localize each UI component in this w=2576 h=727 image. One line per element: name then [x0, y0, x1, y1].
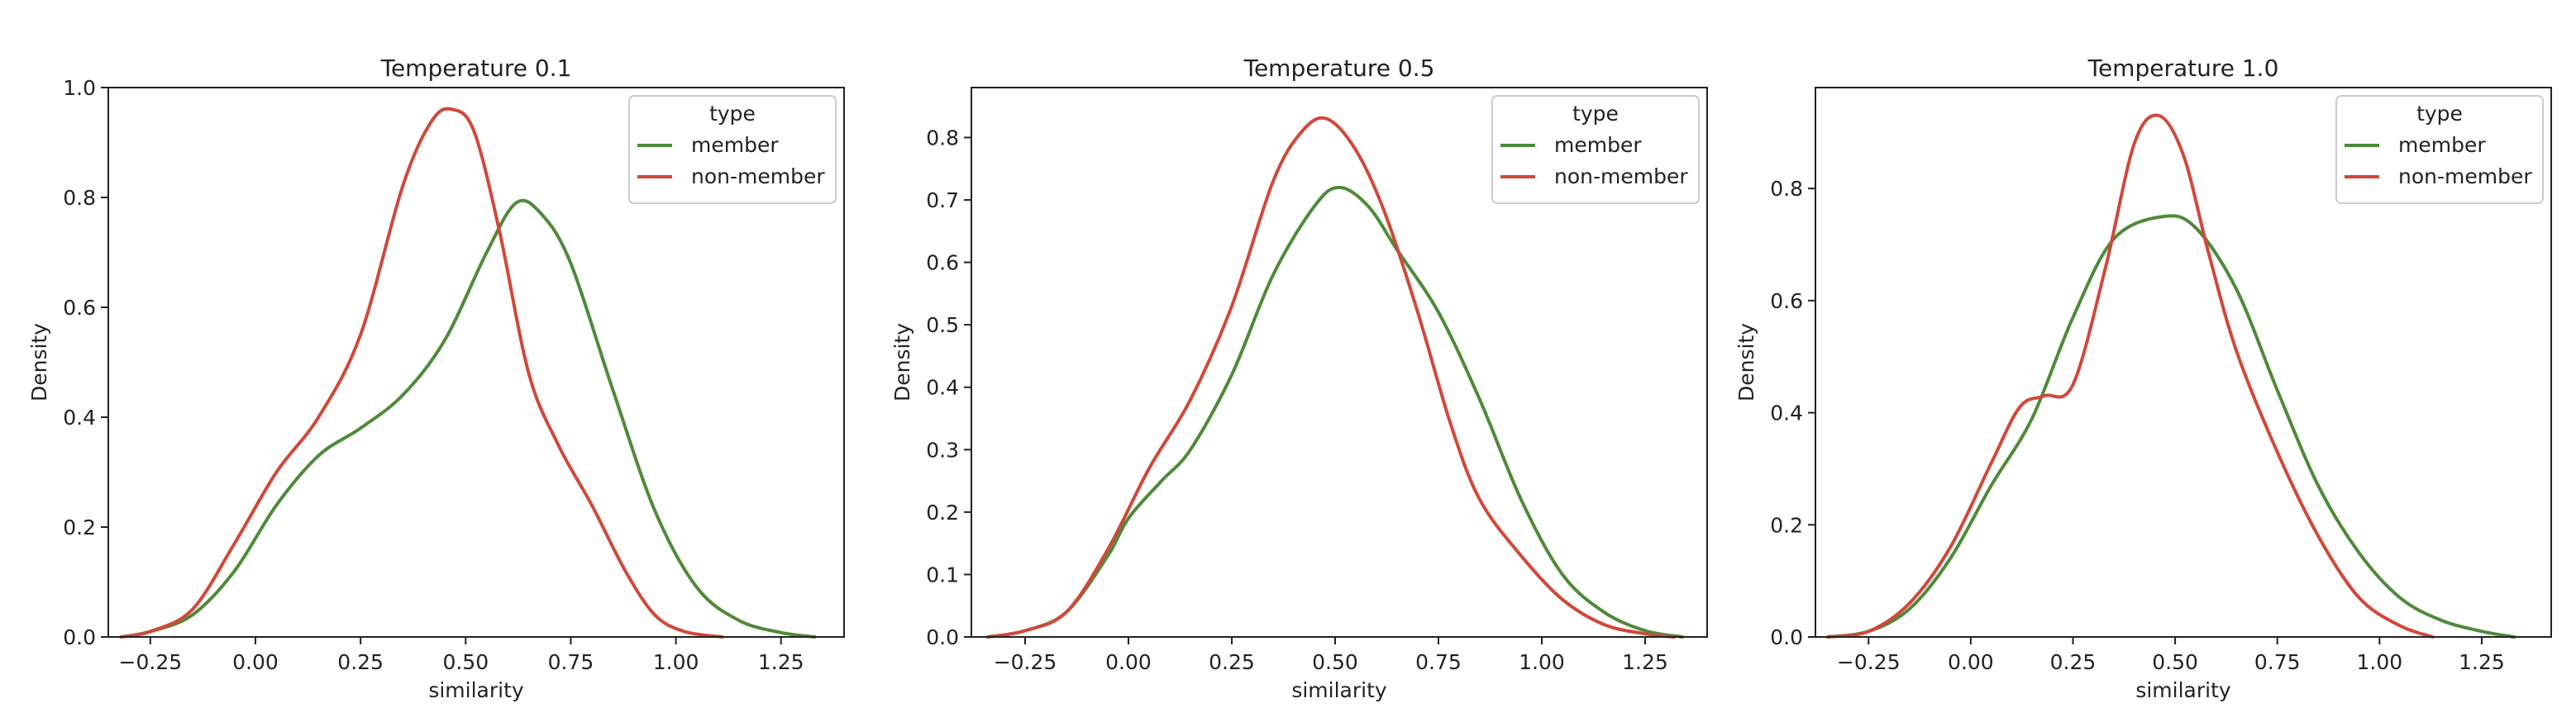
y-axis-label: Density: [27, 323, 51, 402]
x-tick-label: −0.25: [119, 650, 183, 674]
x-tick-label: 1.25: [1622, 650, 1668, 674]
series-lines: [986, 116, 1684, 639]
y-axis-label: Density: [890, 323, 914, 402]
y-tick-label: 0.7: [926, 188, 959, 212]
y-axis-label: Density: [1734, 323, 1758, 402]
series-lines: [1825, 113, 2516, 639]
y-tick-label: 0.8: [63, 186, 96, 210]
x-ticks: −0.25 0.00 0.25 0.50 0.75 1.00 1.25: [1837, 637, 2505, 674]
y-ticks: 0.0 0.1 0.2 0.3 0.4 0.5 0.6 0.7 0.8: [926, 126, 971, 649]
x-tick-label: −0.25: [994, 650, 1057, 674]
legend: type member non-member: [628, 95, 837, 204]
legend-title: type: [709, 102, 756, 126]
legend-box: [1491, 95, 1700, 204]
x-tick-label: 0.75: [1415, 650, 1462, 674]
x-axis-label: similarity: [1291, 678, 1387, 702]
legend-box: [628, 95, 837, 204]
y-tick-label: 0.2: [1770, 513, 1803, 537]
plot-frame: [107, 87, 845, 638]
x-tick-label: 0.25: [337, 650, 384, 674]
y-tick-label: 0.5: [926, 313, 959, 337]
x-tick-label: 1.25: [758, 650, 804, 674]
plot-frame: [1815, 87, 2552, 638]
x-tick-label: −0.25: [1837, 650, 1901, 674]
y-tick-label: 0.4: [926, 376, 959, 400]
legend-label-non-member: non-member: [1554, 164, 1688, 188]
x-tick-label: 0.25: [2050, 650, 2097, 674]
x-tick-label: 0.75: [2254, 650, 2301, 674]
legend-label-member: member: [1554, 133, 1642, 157]
series-line-member: [119, 198, 817, 639]
y-ticks: 0.0 0.2 0.4 0.6 0.8 1.0: [63, 76, 108, 649]
chart-panel-3: Temperature 1.0 similarity Density −0.25…: [1734, 55, 2552, 702]
y-tick-label: 0.4: [63, 406, 96, 430]
legend-box: [2335, 95, 2544, 204]
series-line-member: [986, 185, 1684, 639]
x-tick-label: 0.00: [1948, 650, 1994, 674]
series-line-non-member: [986, 116, 1676, 639]
chart-title: Temperature 0.1: [380, 55, 572, 82]
x-tick-label: 1.00: [2356, 650, 2402, 674]
legend-label-member: member: [691, 133, 779, 157]
y-tick-label: 0.8: [926, 126, 959, 150]
legend: type member non-member: [2335, 95, 2544, 204]
chart-panel-1: Temperature 0.1 similarity Density −0.25…: [27, 55, 845, 702]
x-tick-label: 0.50: [2152, 650, 2198, 674]
series-line-member: [1825, 214, 2516, 639]
x-tick-label: 0.50: [1312, 650, 1358, 674]
chart-title: Temperature 1.0: [2087, 55, 2279, 82]
x-tick-label: 1.00: [1519, 650, 1565, 674]
x-axis-label: similarity: [428, 678, 524, 702]
y-ticks: 0.0 0.2 0.4 0.6 0.8: [1770, 177, 1815, 649]
x-tick-label: 0.00: [232, 650, 279, 674]
x-tick-label: 0.75: [548, 650, 594, 674]
y-tick-label: 0.6: [1770, 289, 1803, 313]
plot-frame: [971, 87, 1708, 638]
y-tick-label: 0.8: [1770, 177, 1803, 201]
y-tick-label: 0.0: [926, 625, 959, 649]
series-lines: [119, 107, 817, 639]
legend: type member non-member: [1491, 95, 1700, 204]
y-tick-label: 0.4: [1770, 402, 1803, 425]
x-ticks: −0.25 0.00 0.25 0.50 0.75 1.00 1.25: [119, 637, 804, 674]
x-ticks: −0.25 0.00 0.25 0.50 0.75 1.00 1.25: [994, 637, 1668, 674]
y-tick-label: 0.6: [926, 251, 959, 275]
y-tick-label: 0.6: [63, 296, 96, 320]
series-line-non-member: [1825, 113, 2435, 639]
chart-title: Temperature 0.5: [1243, 55, 1435, 82]
y-tick-label: 0.0: [63, 625, 96, 649]
x-tick-label: 0.00: [1105, 650, 1152, 674]
y-tick-label: 0.3: [926, 438, 959, 462]
legend-title: type: [1572, 102, 1619, 126]
x-tick-label: 0.25: [1209, 650, 1255, 674]
legend-label-non-member: non-member: [2398, 164, 2532, 188]
y-tick-label: 0.2: [63, 516, 96, 539]
x-tick-label: 1.00: [653, 650, 699, 674]
y-tick-label: 0.1: [926, 563, 959, 587]
series-line-non-member: [119, 107, 724, 639]
y-tick-label: 0.2: [926, 501, 959, 525]
x-tick-label: 0.50: [442, 650, 489, 674]
x-tick-label: 1.25: [2459, 650, 2505, 674]
y-tick-label: 1.0: [63, 76, 96, 100]
legend-title: type: [2416, 102, 2463, 126]
legend-label-non-member: non-member: [691, 164, 825, 188]
legend-label-member: member: [2398, 133, 2486, 157]
chart-panel-2: Temperature 0.5 similarity Density −0.25…: [890, 55, 1708, 702]
x-axis-label: similarity: [2135, 678, 2231, 702]
y-tick-label: 0.0: [1770, 625, 1803, 649]
